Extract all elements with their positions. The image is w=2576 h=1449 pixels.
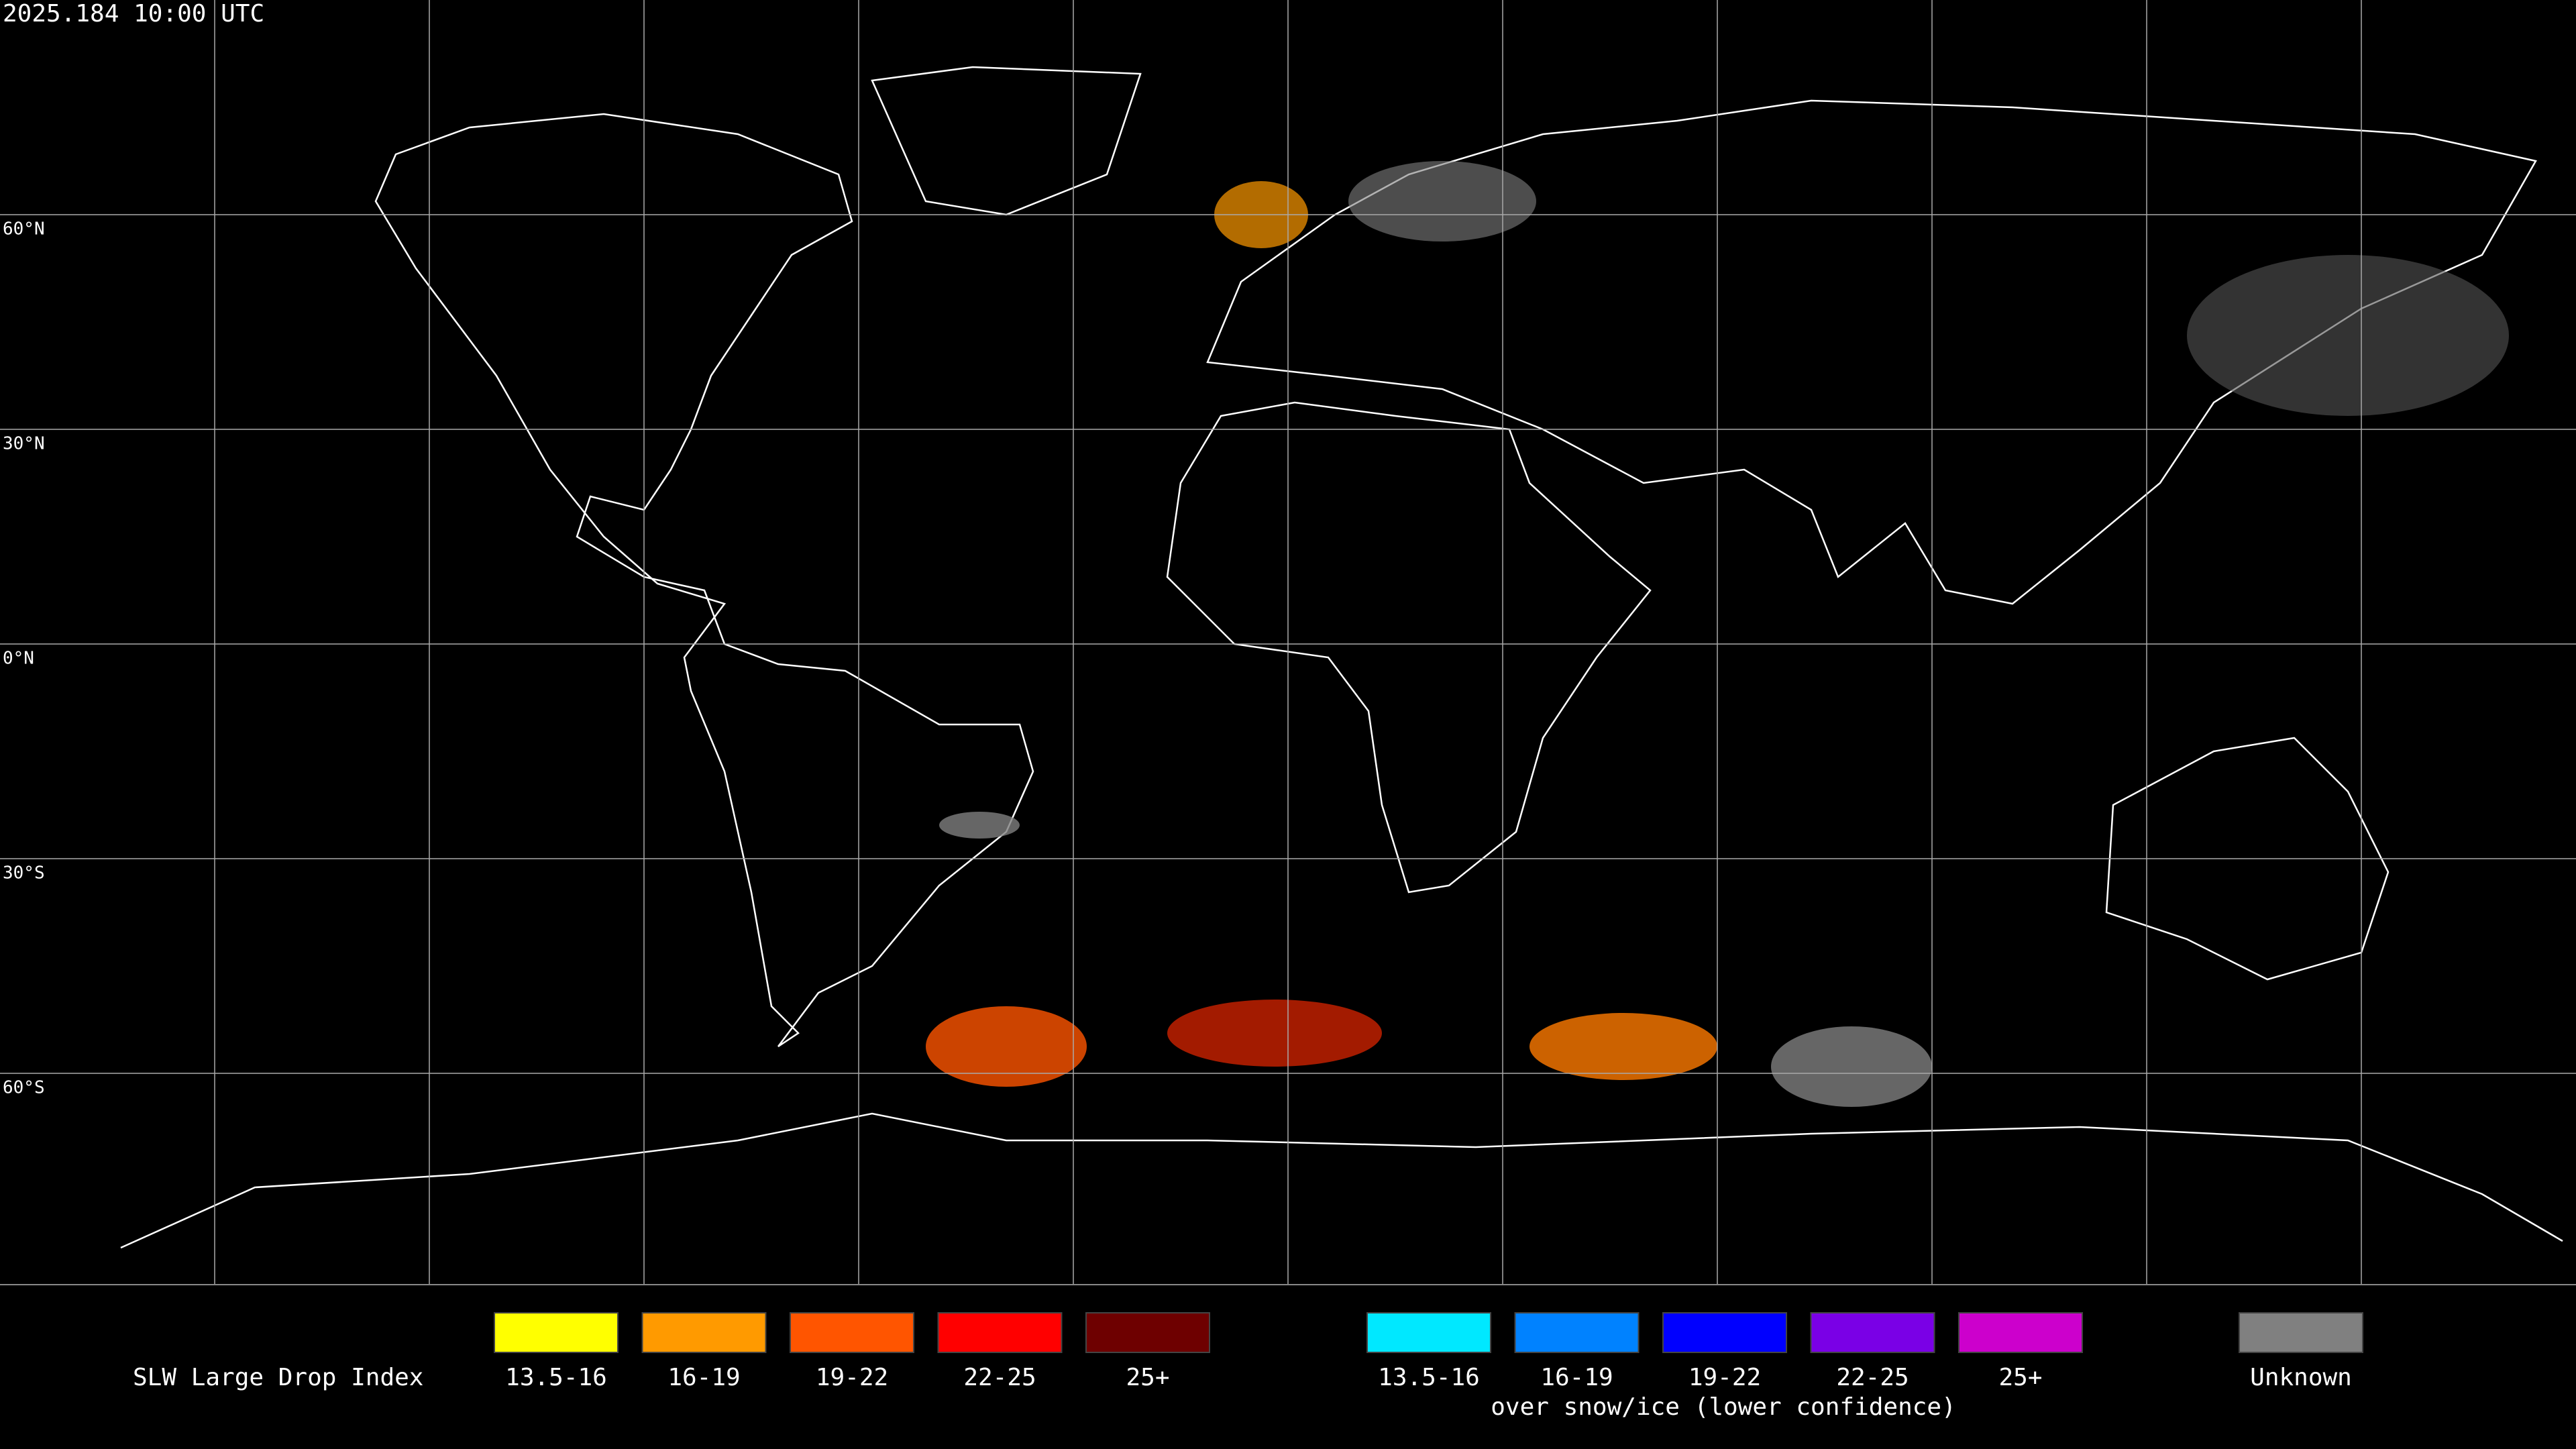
legend-swatch [1958,1312,2083,1353]
legend-swatch [1662,1312,1787,1353]
patch [1348,161,1536,241]
legend-label: 25+ [1998,1364,2042,1391]
greenland-outline [871,66,1142,216]
legend-label: 25+ [1126,1364,1169,1391]
legend-swatch [1810,1312,1935,1353]
legend-swatch [2239,1312,2363,1353]
lat-label: 30°N [3,434,45,454]
legend-swatch [1514,1312,1640,1353]
legend-label: Unknown [2250,1364,2352,1391]
patch [1771,1026,1932,1107]
patch [2187,255,2509,416]
legend-swatch [641,1312,767,1353]
legend-swatch [494,1312,619,1353]
eurasia-outline [1206,99,2537,605]
cloud-patches [926,161,2509,1107]
patch [1167,1000,1382,1067]
patch [926,1006,1087,1087]
antarctica-outline [120,1112,2563,1249]
legend-label: 22-25 [963,1364,1036,1391]
legend-title: SLW Large Drop Index [133,1364,423,1391]
legend-label: 22-25 [1836,1364,1909,1391]
legend: 13.5-16 16-19 19-22 22-25 25+ 13.5-16 16-19 19-… [494,1312,2363,1391]
lat-label: 0°N [3,649,34,669]
africa-outline [1166,401,1652,894]
legend-swatch [1366,1312,1491,1353]
timestamp: 2025.184 10:00 UTC [3,0,264,28]
lat-label: 30°S [3,863,45,883]
patch [939,812,1020,839]
legend-label: 19-22 [1688,1364,1761,1391]
legend-swatch [790,1312,914,1353]
lat-label: 60°S [3,1078,45,1098]
legend-swatch [937,1312,1063,1353]
legend-swatch [1085,1312,1210,1353]
legend-caption: over snow/ice (lower confidence) [1491,1393,1956,1421]
graticule: 60°N 30°N 0°N 30°S 60°S [0,0,2576,1285]
patch [1529,1013,1717,1080]
legend-label: 16-19 [1540,1364,1613,1391]
lat-label: 60°N [3,219,45,239]
legend-label: 16-19 [667,1364,740,1391]
legend-label: 13.5-16 [1378,1364,1480,1391]
legend-label: 13.5-16 [505,1364,607,1391]
coastlines [120,66,2563,1249]
legend-label: 19-22 [816,1364,888,1391]
americas-outline [374,113,1034,1048]
